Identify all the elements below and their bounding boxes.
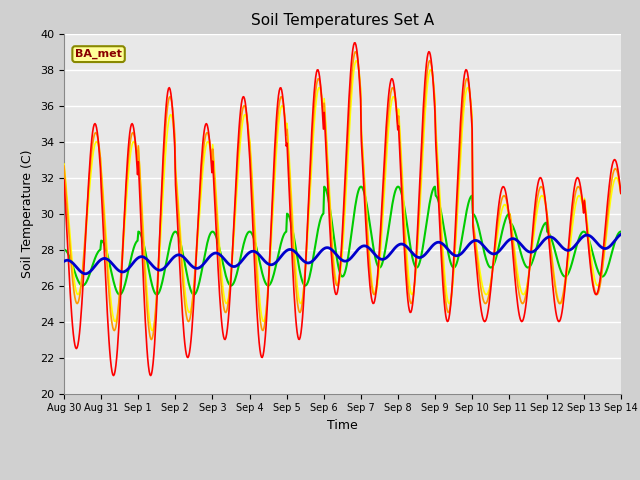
-2cm [412, 264, 419, 269]
-16cm [431, 184, 439, 190]
Text: BA_met: BA_met [75, 49, 122, 59]
-32cm [82, 271, 90, 276]
-8cm [352, 58, 360, 64]
-8cm [127, 145, 135, 151]
-4cm [214, 237, 222, 242]
-2cm [109, 372, 117, 378]
-8cm [412, 272, 419, 277]
-2cm [185, 353, 193, 359]
-4cm [70, 289, 78, 295]
Y-axis label: Soil Temperature (C): Soil Temperature (C) [22, 149, 35, 278]
-16cm [428, 193, 435, 199]
-2cm [428, 63, 436, 69]
-16cm [617, 228, 625, 234]
Line: -4cm: -4cm [64, 52, 621, 339]
Legend: -2cm, -4cm, -8cm, -16cm, -32cm: -2cm, -4cm, -8cm, -16cm, -32cm [150, 477, 535, 480]
-32cm [128, 261, 136, 267]
-32cm [428, 244, 435, 250]
-16cm [185, 280, 193, 286]
-8cm [214, 222, 222, 228]
-32cm [617, 231, 625, 237]
-4cm [127, 132, 135, 138]
-8cm [70, 276, 78, 282]
-2cm [617, 191, 625, 196]
-32cm [185, 260, 193, 265]
-8cm [185, 309, 193, 315]
-2cm [214, 266, 222, 272]
-16cm [411, 263, 419, 268]
-2cm [351, 40, 358, 46]
-32cm [70, 262, 78, 267]
-4cm [60, 163, 68, 169]
-16cm [128, 251, 136, 257]
-4cm [412, 269, 419, 275]
X-axis label: Time: Time [327, 419, 358, 432]
-8cm [60, 161, 68, 167]
-8cm [428, 70, 436, 75]
Line: -32cm: -32cm [64, 234, 621, 274]
Line: -16cm: -16cm [64, 187, 621, 295]
-4cm [351, 49, 359, 55]
Title: Soil Temperatures Set A: Soil Temperatures Set A [251, 13, 434, 28]
-4cm [617, 191, 625, 196]
-2cm [128, 121, 136, 127]
-4cm [428, 65, 436, 71]
-16cm [60, 247, 68, 252]
-2cm [60, 177, 68, 183]
-4cm [148, 336, 156, 342]
-16cm [214, 240, 222, 246]
-32cm [214, 251, 222, 256]
-32cm [411, 252, 419, 258]
-16cm [70, 267, 78, 273]
-32cm [60, 259, 68, 264]
Line: -2cm: -2cm [64, 43, 621, 375]
Line: -8cm: -8cm [64, 61, 621, 331]
-2cm [70, 337, 78, 343]
-4cm [185, 319, 193, 324]
-8cm [148, 328, 156, 334]
-16cm [116, 292, 124, 298]
-8cm [617, 191, 625, 196]
